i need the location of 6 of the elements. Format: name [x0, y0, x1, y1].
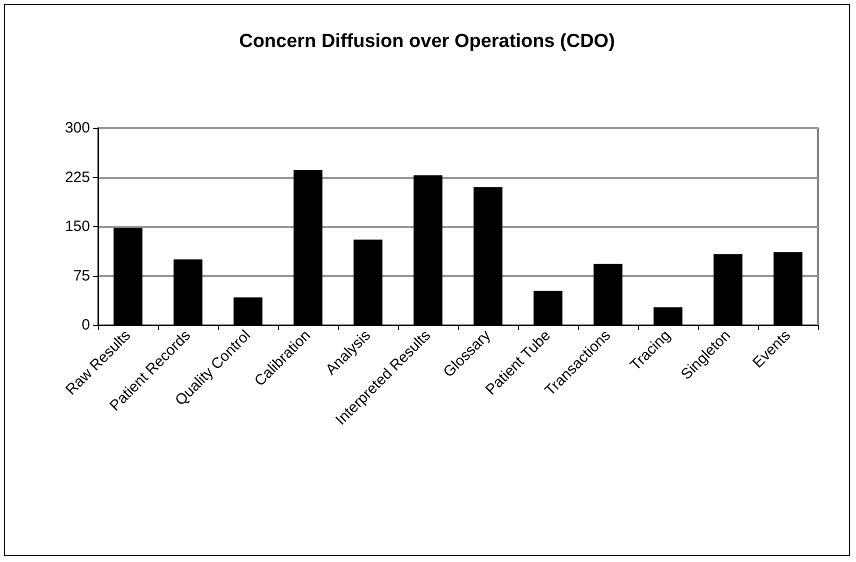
- chart-title: Concern Diffusion over Operations (CDO): [239, 31, 615, 52]
- y-tick-label: 300: [64, 120, 90, 136]
- y-tick-label: 75: [73, 267, 90, 284]
- y-tick-label: 0: [82, 316, 90, 334]
- y-tick-label: 150: [64, 218, 90, 235]
- y-tick-label: 225: [64, 168, 90, 186]
